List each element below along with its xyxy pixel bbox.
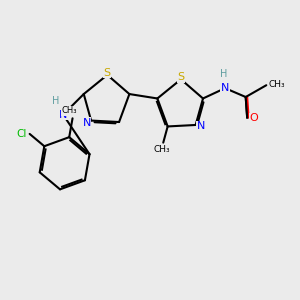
Text: CH₃: CH₃ xyxy=(268,80,285,89)
Text: Cl: Cl xyxy=(16,129,27,139)
Text: CH₃: CH₃ xyxy=(62,106,77,116)
Text: H: H xyxy=(220,69,227,79)
Text: N: N xyxy=(59,110,67,120)
Text: CH₃: CH₃ xyxy=(154,145,170,154)
Text: N: N xyxy=(221,83,229,93)
Text: H: H xyxy=(52,96,59,106)
Text: N: N xyxy=(197,122,205,131)
Text: N: N xyxy=(82,118,91,128)
Text: S: S xyxy=(104,68,111,78)
Text: O: O xyxy=(249,113,258,123)
Text: S: S xyxy=(177,72,184,82)
